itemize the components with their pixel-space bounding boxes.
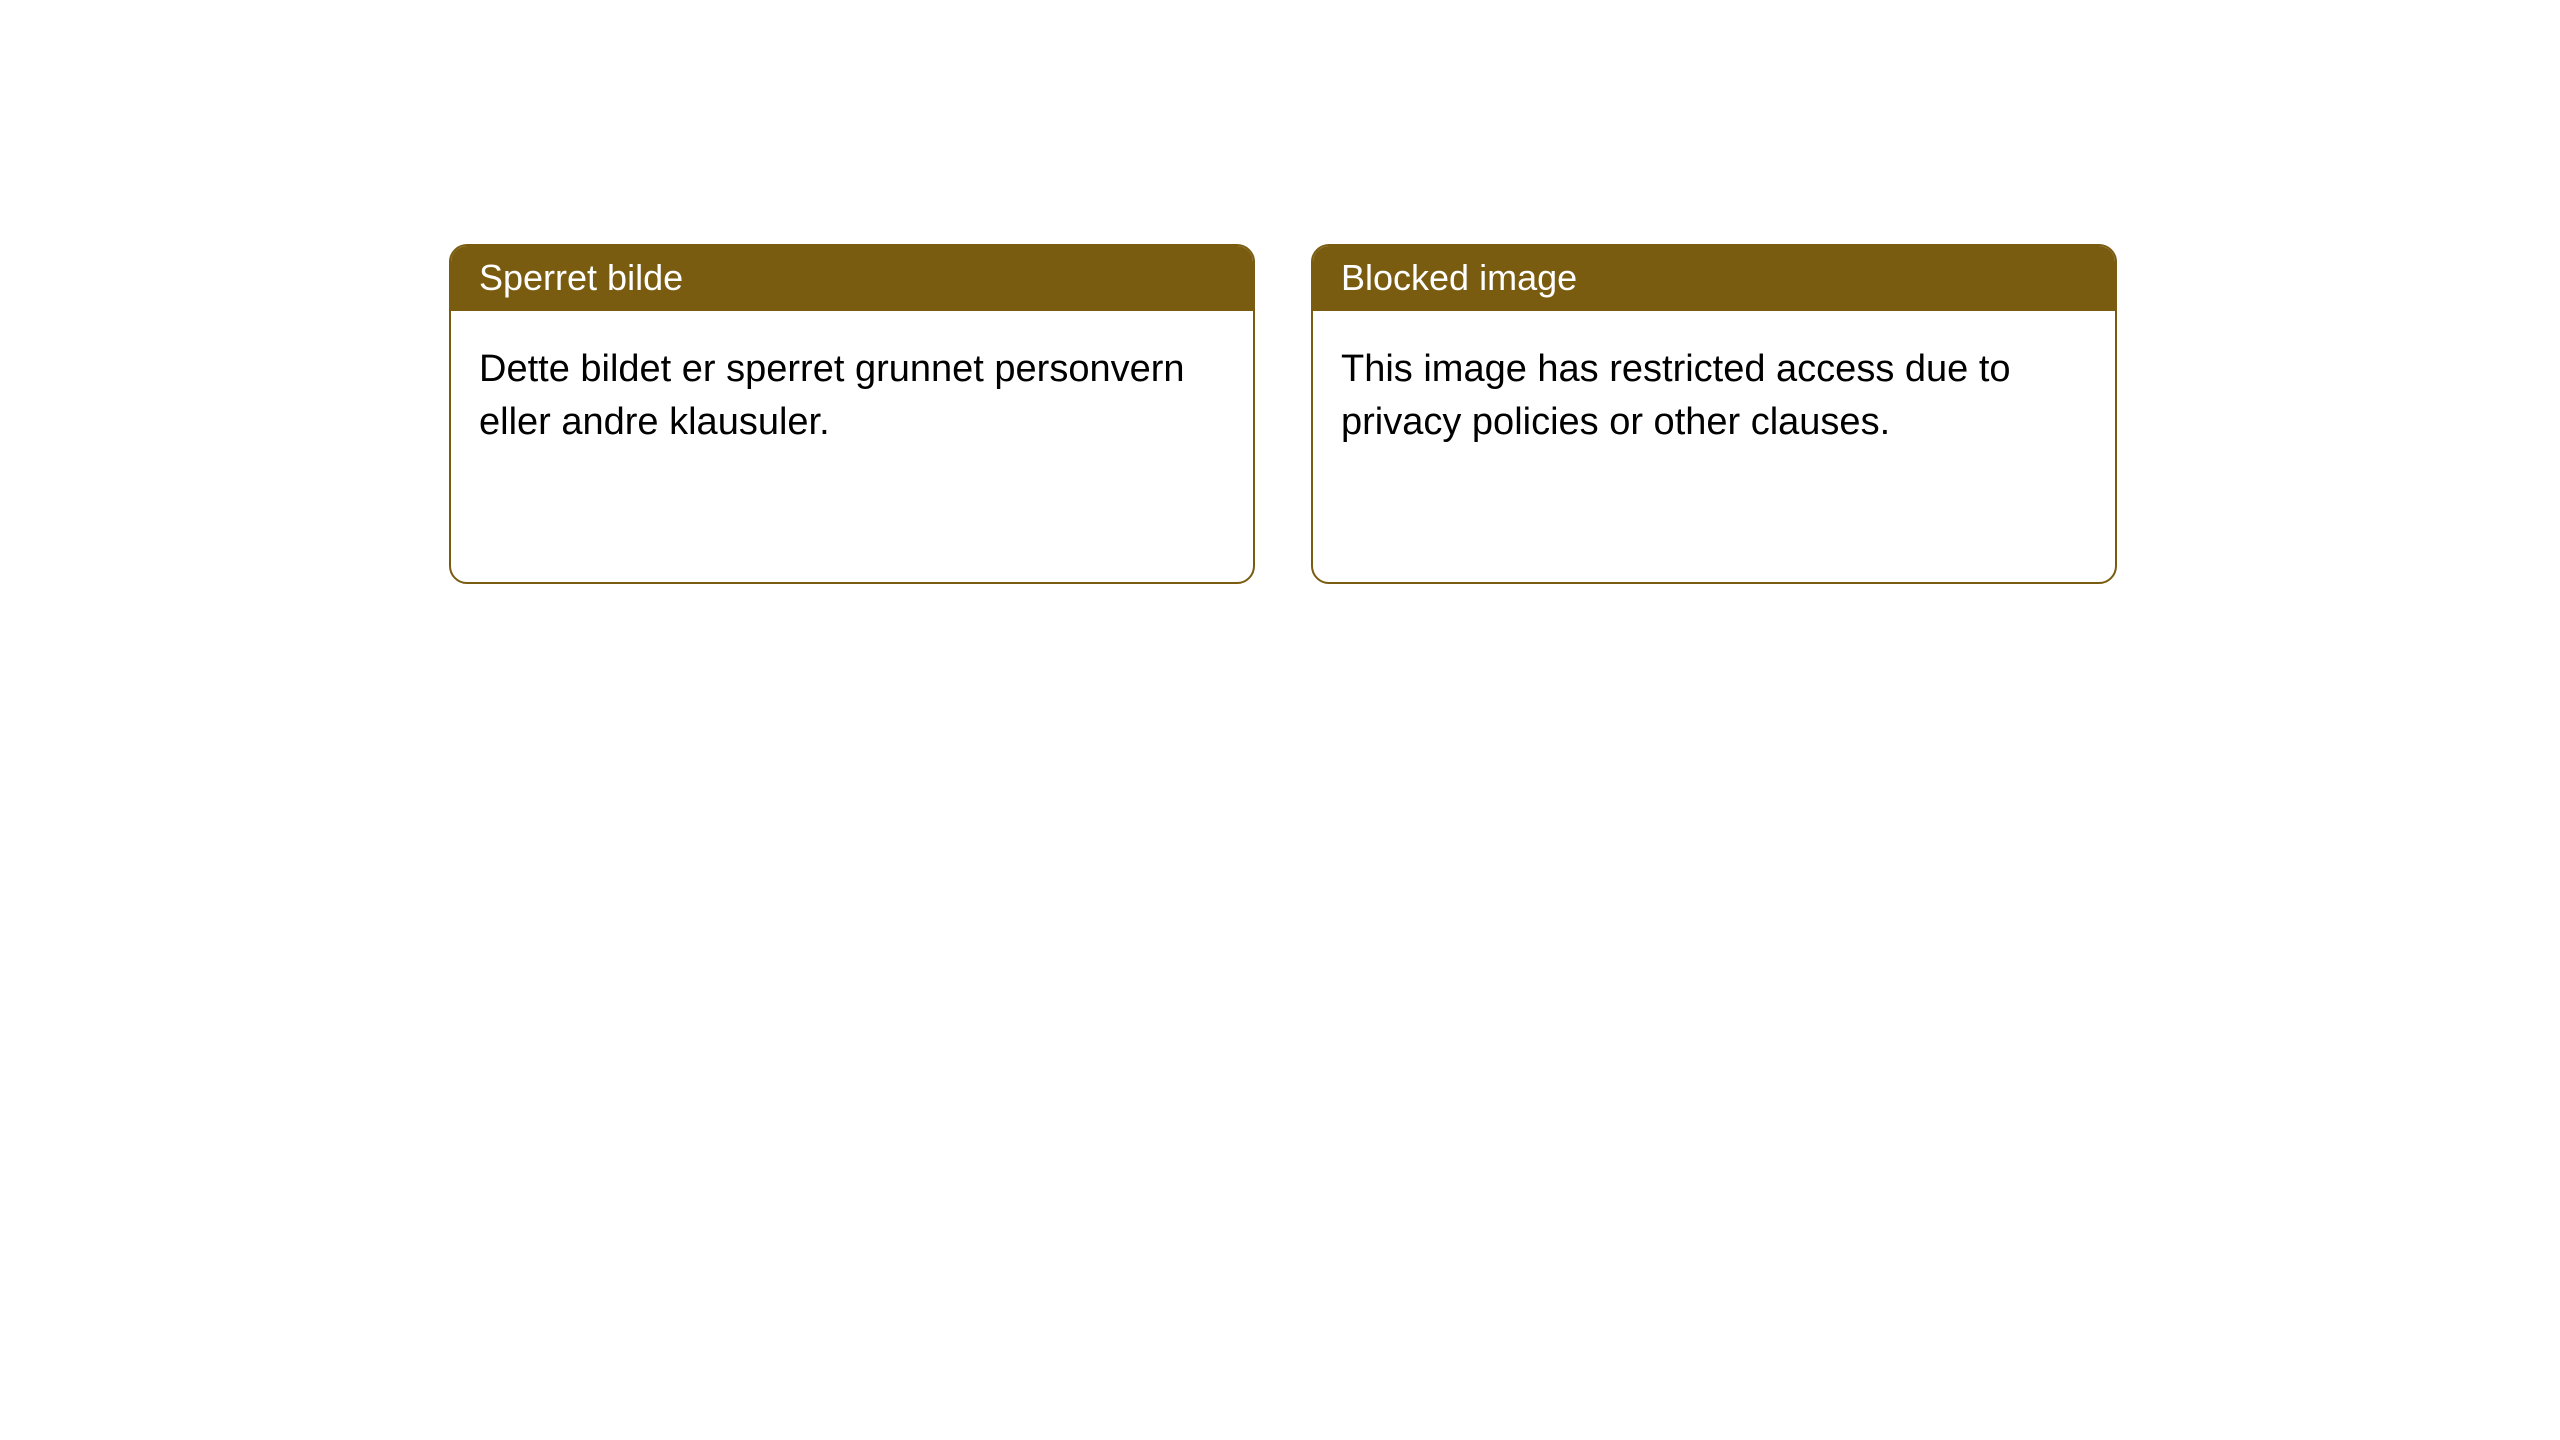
notice-header: Sperret bilde bbox=[451, 246, 1253, 311]
notice-card-english: Blocked image This image has restricted … bbox=[1311, 244, 2117, 584]
notice-header: Blocked image bbox=[1313, 246, 2115, 311]
notice-body: This image has restricted access due to … bbox=[1313, 311, 2115, 476]
notice-container: Sperret bilde Dette bildet er sperret gr… bbox=[0, 0, 2560, 584]
notice-card-norwegian: Sperret bilde Dette bildet er sperret gr… bbox=[449, 244, 1255, 584]
notice-body: Dette bildet er sperret grunnet personve… bbox=[451, 311, 1253, 476]
